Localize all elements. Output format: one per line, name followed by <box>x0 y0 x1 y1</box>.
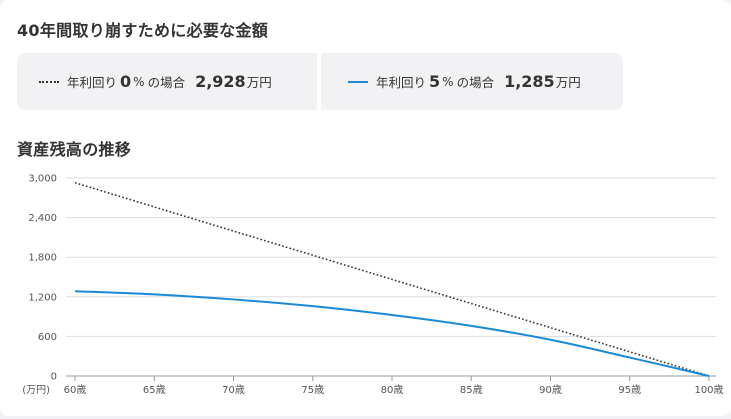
section-title-balance-trend: 資産残高の推移 <box>17 140 132 159</box>
summary-rate-5: 年利回り 5 % の場合 1,285 万円 <box>321 53 623 110</box>
y-tick-label: 0 <box>51 372 57 383</box>
solid-line-legend-icon <box>348 80 368 83</box>
summary-rate: 5 <box>429 72 441 91</box>
y-tick-label: 3,000 <box>28 174 57 185</box>
summary-rate: 0 <box>120 72 132 91</box>
x-tick-label: 65歳 <box>143 384 166 396</box>
summary-label: 年利回り <box>376 75 427 90</box>
y-tick-label: 1,200 <box>28 292 57 303</box>
summary-particle: の場合 <box>456 75 495 90</box>
summary-rate-0: 年利回り 0 % の場合 2,928 万円 <box>17 53 317 110</box>
section-title-required-amount: 40年間取り崩すために必要な金額 <box>17 21 269 40</box>
x-tick-label: 85歳 <box>460 384 483 396</box>
summary-unit: 万円 <box>246 75 272 90</box>
summary-label: 年利回り <box>67 75 118 90</box>
y-unit-label: (万円) <box>22 385 50 396</box>
summary-amount: 1,285 <box>504 72 555 91</box>
series-line-rate-5 <box>74 290 710 377</box>
x-tick-label: 100歳 <box>694 384 723 396</box>
x-tick-label: 60歳 <box>64 384 87 396</box>
series-line-rate-0 <box>74 181 710 377</box>
x-tick-label: 95歳 <box>618 384 641 396</box>
x-tick-label: 70歳 <box>222 384 245 396</box>
x-tick-label: 80歳 <box>381 384 404 396</box>
y-tick-label: 1,800 <box>28 253 57 264</box>
dotted-line-legend-icon <box>39 80 59 83</box>
summary-amount: 2,928 <box>195 72 246 91</box>
x-tick-label: 75歳 <box>301 384 324 396</box>
balance-line-chart: 0 600 1,200 1,800 2,400 3,000 60歳 65歳 70歳 75歳 80歳 8… <box>22 174 723 397</box>
summary-percent-sign: % <box>133 74 145 89</box>
y-tick-label: 600 <box>38 332 57 343</box>
y-tick-label: 2,400 <box>28 213 57 224</box>
summary-particle: の場合 <box>147 75 186 90</box>
summary-percent-sign: % <box>442 74 454 89</box>
summary-unit: 万円 <box>555 75 581 90</box>
x-tick-label: 90歳 <box>539 384 562 396</box>
